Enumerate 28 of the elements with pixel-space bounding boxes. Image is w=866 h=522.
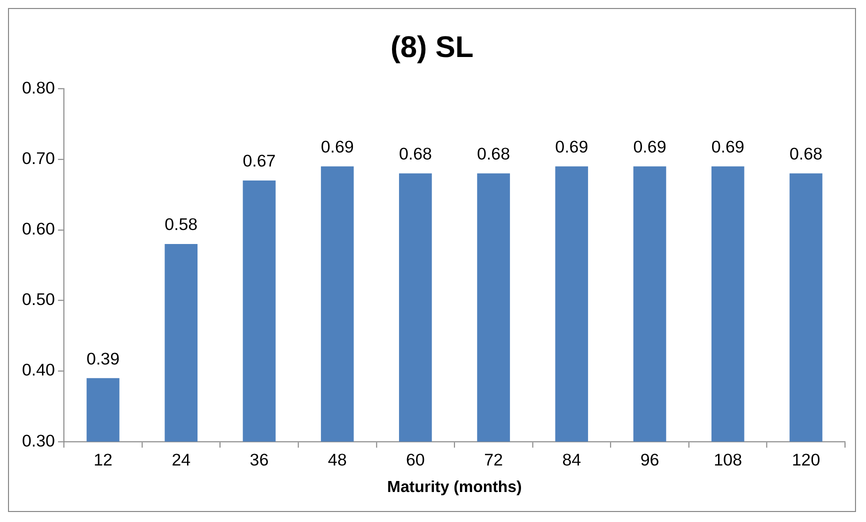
data-label: 0.69 xyxy=(711,138,744,157)
x-tick-label: 120 xyxy=(792,450,820,470)
x-axis-title: Maturity (months) xyxy=(387,478,522,496)
chart-title: (8) SL xyxy=(390,31,474,64)
x-tick-label: 84 xyxy=(562,450,582,470)
data-label: 0.69 xyxy=(320,138,354,157)
data-label: 0.69 xyxy=(633,138,666,157)
x-tick-label: 36 xyxy=(250,450,269,470)
y-tick-label: 0.50 xyxy=(22,290,55,310)
x-tick-label: 108 xyxy=(714,450,742,470)
data-label: 0.39 xyxy=(86,349,120,368)
x-tick-label: 96 xyxy=(640,450,660,470)
x-tick-label: 60 xyxy=(406,450,425,470)
y-tick-label: 0.60 xyxy=(22,220,55,239)
x-tick-label: 24 xyxy=(172,450,191,470)
x-tick-label: 12 xyxy=(94,450,112,470)
y-tick-label: 0.40 xyxy=(22,360,55,380)
data-label: 0.69 xyxy=(555,138,588,157)
data-label: 0.68 xyxy=(789,144,822,164)
x-tick-label: 72 xyxy=(484,450,503,470)
y-tick-label: 0.30 xyxy=(22,431,55,450)
x-tick-label: 48 xyxy=(328,450,347,470)
data-label: 0.58 xyxy=(164,215,198,234)
y-tick-label: 0.70 xyxy=(22,148,55,168)
data-label: 0.67 xyxy=(242,152,276,171)
data-label: 0.68 xyxy=(477,144,510,164)
data-label: 0.68 xyxy=(398,144,432,164)
y-tick-label: 0.80 xyxy=(22,78,55,98)
